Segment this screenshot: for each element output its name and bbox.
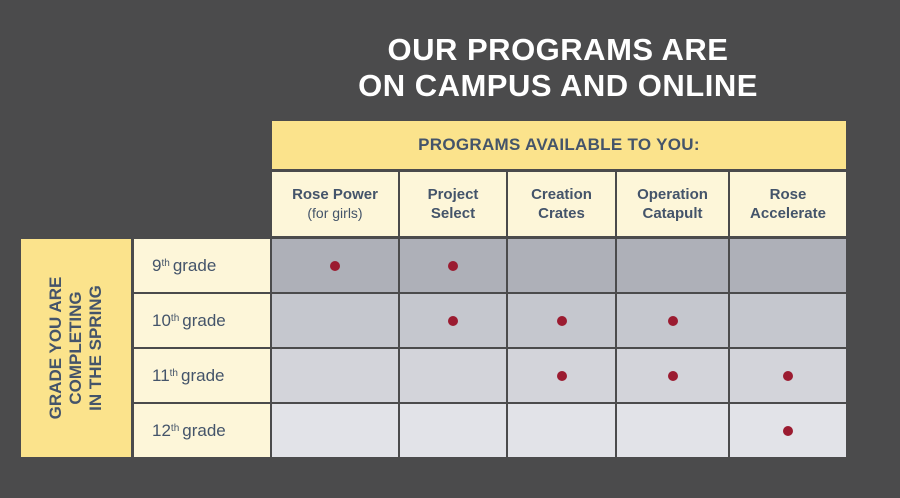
program-name: Accelerate [750,205,826,222]
grade-suffix: th [170,313,180,324]
program-name: Project [427,186,479,203]
grade-number: 12 [152,420,171,440]
grade-word: grade [181,365,225,385]
program-name: Catapult [642,205,703,222]
grid-cell [617,294,728,347]
grid-cell [508,404,615,457]
programs-column-header: PROGRAMS AVAILABLE TO YOU: [272,121,846,169]
availability-dot [783,425,793,436]
grid-cell [730,404,846,457]
program-name: Select [430,205,476,222]
availability-dot [667,370,678,381]
program-header-creation-crates: Creation Crates [508,172,615,236]
row-header-line: IN THE SPRING [86,285,105,411]
grade-word: grade [182,310,226,330]
program-header-operation-catapult: Operation Catapult [617,172,728,236]
grid-cell [617,349,728,402]
program-name: Crates [538,205,585,222]
grid-cell [400,404,506,457]
program-name: Rose Power [292,186,378,203]
grade-suffix: th [161,258,170,269]
grid-cell [400,294,506,347]
program-header-project-select: Project Select [400,172,506,236]
grid-cell [730,294,846,347]
program-header-rose-power: Rose Power (for girls) [272,172,398,236]
grid-cell [272,239,398,292]
program-header-rose-accelerate: Rose Accelerate [730,172,846,236]
grid-cell [730,349,846,402]
grade-word: grade [182,420,226,440]
grade-row-header-label: GRADE YOU ARE COMPLETING IN THE SPRING [46,277,106,420]
grade-word: grade [172,255,217,275]
availability-dot [667,315,678,326]
availability-dot [556,370,567,381]
availability-dot [330,260,340,271]
page-title: OUR PROGRAMS ARE ON CAMPUS AND ONLINE [270,32,846,104]
title-line-1: OUR PROGRAMS ARE [387,32,729,67]
grade-number: 11 [152,365,170,385]
title-line-2: ON CAMPUS AND ONLINE [358,68,758,103]
grade-suffix: th [169,368,178,379]
program-name: Creation [531,186,592,203]
grid-cell [617,239,728,292]
grid-cell [400,239,506,292]
grid-cell [272,404,398,457]
grid-cell [508,239,615,292]
availability-dot [448,315,458,326]
grid-cell [730,239,846,292]
program-note: (for girls) [307,205,363,221]
grade-number: 10 [152,310,171,330]
grid-cell [272,349,398,402]
grid-cell [272,294,398,347]
program-name: Rose [769,186,807,203]
availability-dot [448,260,458,271]
program-name: Operation [637,186,708,203]
grid-cell [400,349,506,402]
row-header-line: GRADE YOU ARE [46,276,65,420]
availability-dot [783,370,793,381]
grade-row-header [21,239,131,457]
grid-cell [508,349,615,402]
row-header-line: COMPLETING [66,291,85,405]
grade-suffix: th [170,423,180,434]
grade-number: 9 [152,255,162,275]
grid-cell [617,404,728,457]
availability-dot [556,315,567,326]
grid-cell [508,294,615,347]
